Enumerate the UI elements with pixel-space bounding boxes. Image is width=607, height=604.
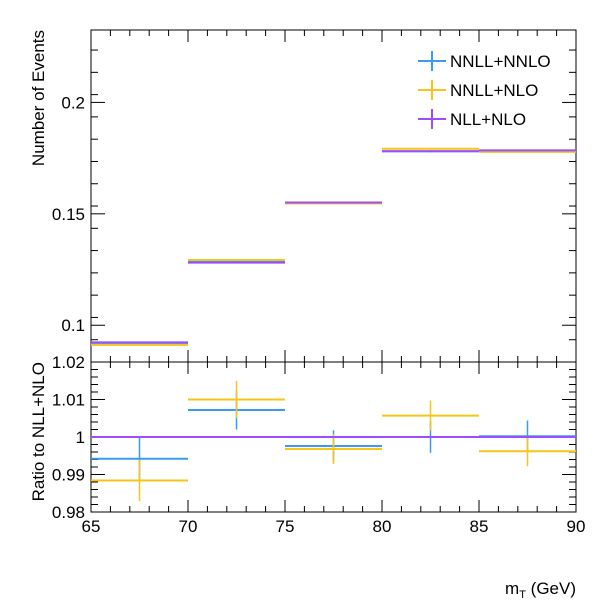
- ratio-y-tick-label: 1.01: [52, 391, 85, 410]
- x-tick-label: 85: [470, 517, 489, 536]
- x-tick-label: 80: [373, 517, 392, 536]
- upper-y-axis-label: Number of Events: [29, 30, 48, 166]
- x-axis-label: mT (GeV): [505, 579, 576, 601]
- x-tick-label: 65: [82, 517, 101, 536]
- upper-y-tick-label: 0.2: [61, 93, 85, 112]
- ratio-y-tick-label: 0.98: [52, 503, 85, 522]
- ratio-y-axis-label: Ratio to NLL+NLO: [29, 362, 48, 501]
- upper-panel: 0.1 0.15 0.2: [52, 29, 577, 363]
- upper-y-tick-label: 0.1: [61, 316, 85, 335]
- upper-y-tick-label: 0.15: [52, 205, 85, 224]
- x-tick-label: 90: [567, 517, 586, 536]
- legend-label: NLL+NLO: [450, 110, 526, 129]
- x-tick-label: 75: [276, 517, 295, 536]
- legend: NNLL+NNLO NNLL+NLO NLL+NLO: [418, 51, 551, 129]
- ratio-y-tick-label: 1.02: [52, 353, 85, 372]
- ratio-y-tick-label: 0.99: [52, 466, 85, 485]
- ratio-panel: 0.98 0.99 1 1.01 1.02 65 70 75 80 85 90: [52, 353, 586, 536]
- legend-label: NNLL+NLO: [450, 81, 538, 100]
- legend-label: NNLL+NNLO: [450, 52, 551, 71]
- x-tick-label: 70: [179, 517, 198, 536]
- ratio-y-tick-label: 1: [76, 428, 85, 447]
- upper-frame: [90, 29, 577, 363]
